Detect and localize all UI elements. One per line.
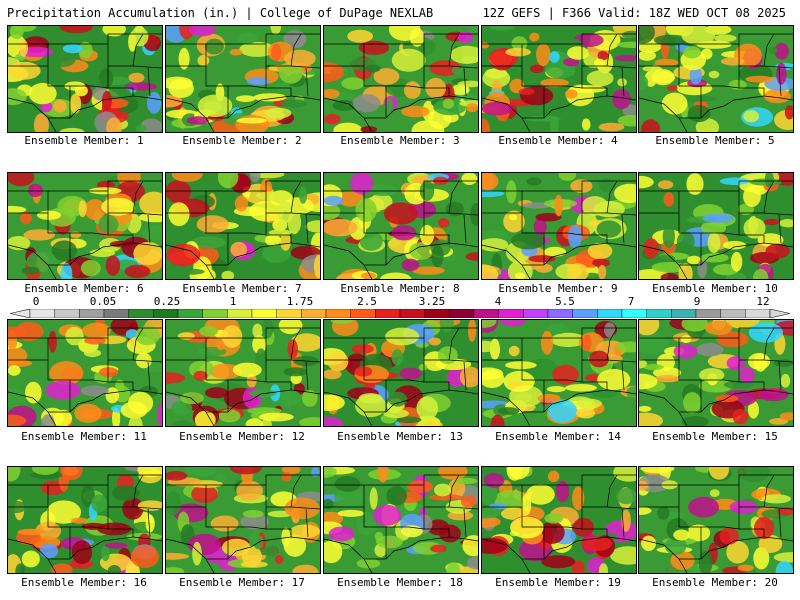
ensemble-member-map	[7, 25, 163, 133]
ensemble-member-label: Ensemble Member: 3	[340, 134, 460, 147]
color-scale-tick-label: 0.25	[153, 295, 181, 308]
ensemble-member-map	[481, 319, 637, 427]
color-scale-tick-label: 7	[627, 295, 635, 308]
ensemble-member-label: Ensemble Member: 2	[182, 134, 302, 147]
ensemble-member-label: Ensemble Member: 7	[182, 282, 302, 295]
ensemble-member-map	[7, 172, 163, 280]
color-scale-tick-label: 3.25	[418, 295, 446, 308]
colorbar-swatch	[350, 309, 376, 318]
ensemble-member-map	[638, 172, 794, 280]
color-scale-tick-label: 2.5	[357, 295, 377, 308]
color-scale-tick-label: 1	[229, 295, 237, 308]
colorbar-swatch	[128, 309, 154, 318]
colorbar-swatch	[202, 309, 228, 318]
colorbar-min-arrow	[10, 309, 31, 318]
ensemble-member-map	[165, 25, 321, 133]
ensemble-member-map	[165, 319, 321, 427]
colorbar-swatch	[276, 309, 302, 318]
ensemble-member-label: Ensemble Member: 9	[498, 282, 618, 295]
ensemble-member-label: Ensemble Member: 20	[652, 576, 778, 589]
ensemble-member-map	[323, 25, 479, 133]
ensemble-member-label: Ensemble Member: 10	[652, 282, 778, 295]
colorbar-swatch	[523, 309, 549, 318]
colorbar-swatch	[54, 309, 80, 318]
colorbar-swatch	[671, 309, 697, 318]
colorbar-swatch	[177, 309, 203, 318]
colorbar-max-arrow	[769, 309, 790, 318]
ensemble-member-label: Ensemble Member: 19	[495, 576, 621, 589]
colorbar-swatch	[646, 309, 672, 318]
ensemble-member-map	[7, 319, 163, 427]
colorbar-swatch	[720, 309, 746, 318]
colorbar-swatch	[621, 309, 647, 318]
colorbar-swatch	[695, 309, 721, 318]
ensemble-member-label: Ensemble Member: 8	[340, 282, 460, 295]
ensemble-member-label: Ensemble Member: 17	[179, 576, 305, 589]
colorbar-swatch	[498, 309, 524, 318]
ensemble-member-map	[481, 172, 637, 280]
color-scale-labels: 0 0.05 0.25 1 1.75 2.5 3.25 4 5.5 7 9 12	[0, 296, 800, 308]
colorbar-swatch	[449, 309, 475, 318]
ensemble-member-label: Ensemble Member: 1	[24, 134, 144, 147]
colorbar-swatch	[424, 309, 450, 318]
ensemble-member-map	[481, 466, 637, 574]
ensemble-member-label: Ensemble Member: 11	[21, 430, 147, 443]
ensemble-member-map	[165, 172, 321, 280]
ensemble-member-map	[323, 466, 479, 574]
colorbar-swatch	[473, 309, 499, 318]
colorbar-swatch	[375, 309, 401, 318]
colorbar-swatch	[572, 309, 598, 318]
model-run-valid-time: 12Z GEFS | F366 Valid: 18Z WED OCT 08 20…	[482, 6, 786, 20]
color-scale-tick-label: 0.05	[89, 295, 117, 308]
ensemble-member-map	[638, 25, 794, 133]
ensemble-member-map	[638, 319, 794, 427]
colorbar-swatch	[251, 309, 277, 318]
colorbar-swatch	[301, 309, 327, 318]
colorbar-swatch	[745, 309, 771, 318]
ensemble-member-map	[481, 25, 637, 133]
color-scale-tick-label: 1.75	[286, 295, 314, 308]
ensemble-member-map	[323, 172, 479, 280]
color-scale-tick-label: 5.5	[555, 295, 575, 308]
color-scale-tick-label: 4	[494, 295, 502, 308]
ensemble-member-label: Ensemble Member: 16	[21, 576, 147, 589]
ensemble-member-map	[165, 466, 321, 574]
colorbar-swatch	[153, 309, 179, 318]
ensemble-member-label: Ensemble Member: 5	[655, 134, 775, 147]
colorbar-swatch	[325, 309, 351, 318]
colorbar-swatch	[597, 309, 623, 318]
color-scale-tick-label: 0	[32, 295, 40, 308]
color-scale-tick-label: 9	[693, 295, 701, 308]
ensemble-member-label: Ensemble Member: 14	[495, 430, 621, 443]
ensemble-member-label: Ensemble Member: 18	[337, 576, 463, 589]
colorbar-swatch	[79, 309, 105, 318]
ensemble-member-label: Ensemble Member: 4	[498, 134, 618, 147]
ensemble-member-label: Ensemble Member: 15	[652, 430, 778, 443]
color-scale-bar	[10, 309, 790, 318]
colorbar-swatch	[547, 309, 573, 318]
ensemble-member-label: Ensemble Member: 13	[337, 430, 463, 443]
colorbar-swatch	[29, 309, 55, 318]
ensemble-member-map	[638, 466, 794, 574]
colorbar-swatch	[227, 309, 253, 318]
ensemble-member-label: Ensemble Member: 12	[179, 430, 305, 443]
ensemble-member-map	[323, 319, 479, 427]
color-scale-tick-label: 12	[756, 295, 770, 308]
colorbar-swatch	[399, 309, 425, 318]
colorbar-swatch	[103, 309, 129, 318]
ensemble-member-map	[7, 466, 163, 574]
chart-title: Precipitation Accumulation (in.) | Colle…	[7, 6, 434, 20]
ensemble-member-label: Ensemble Member: 6	[24, 282, 144, 295]
